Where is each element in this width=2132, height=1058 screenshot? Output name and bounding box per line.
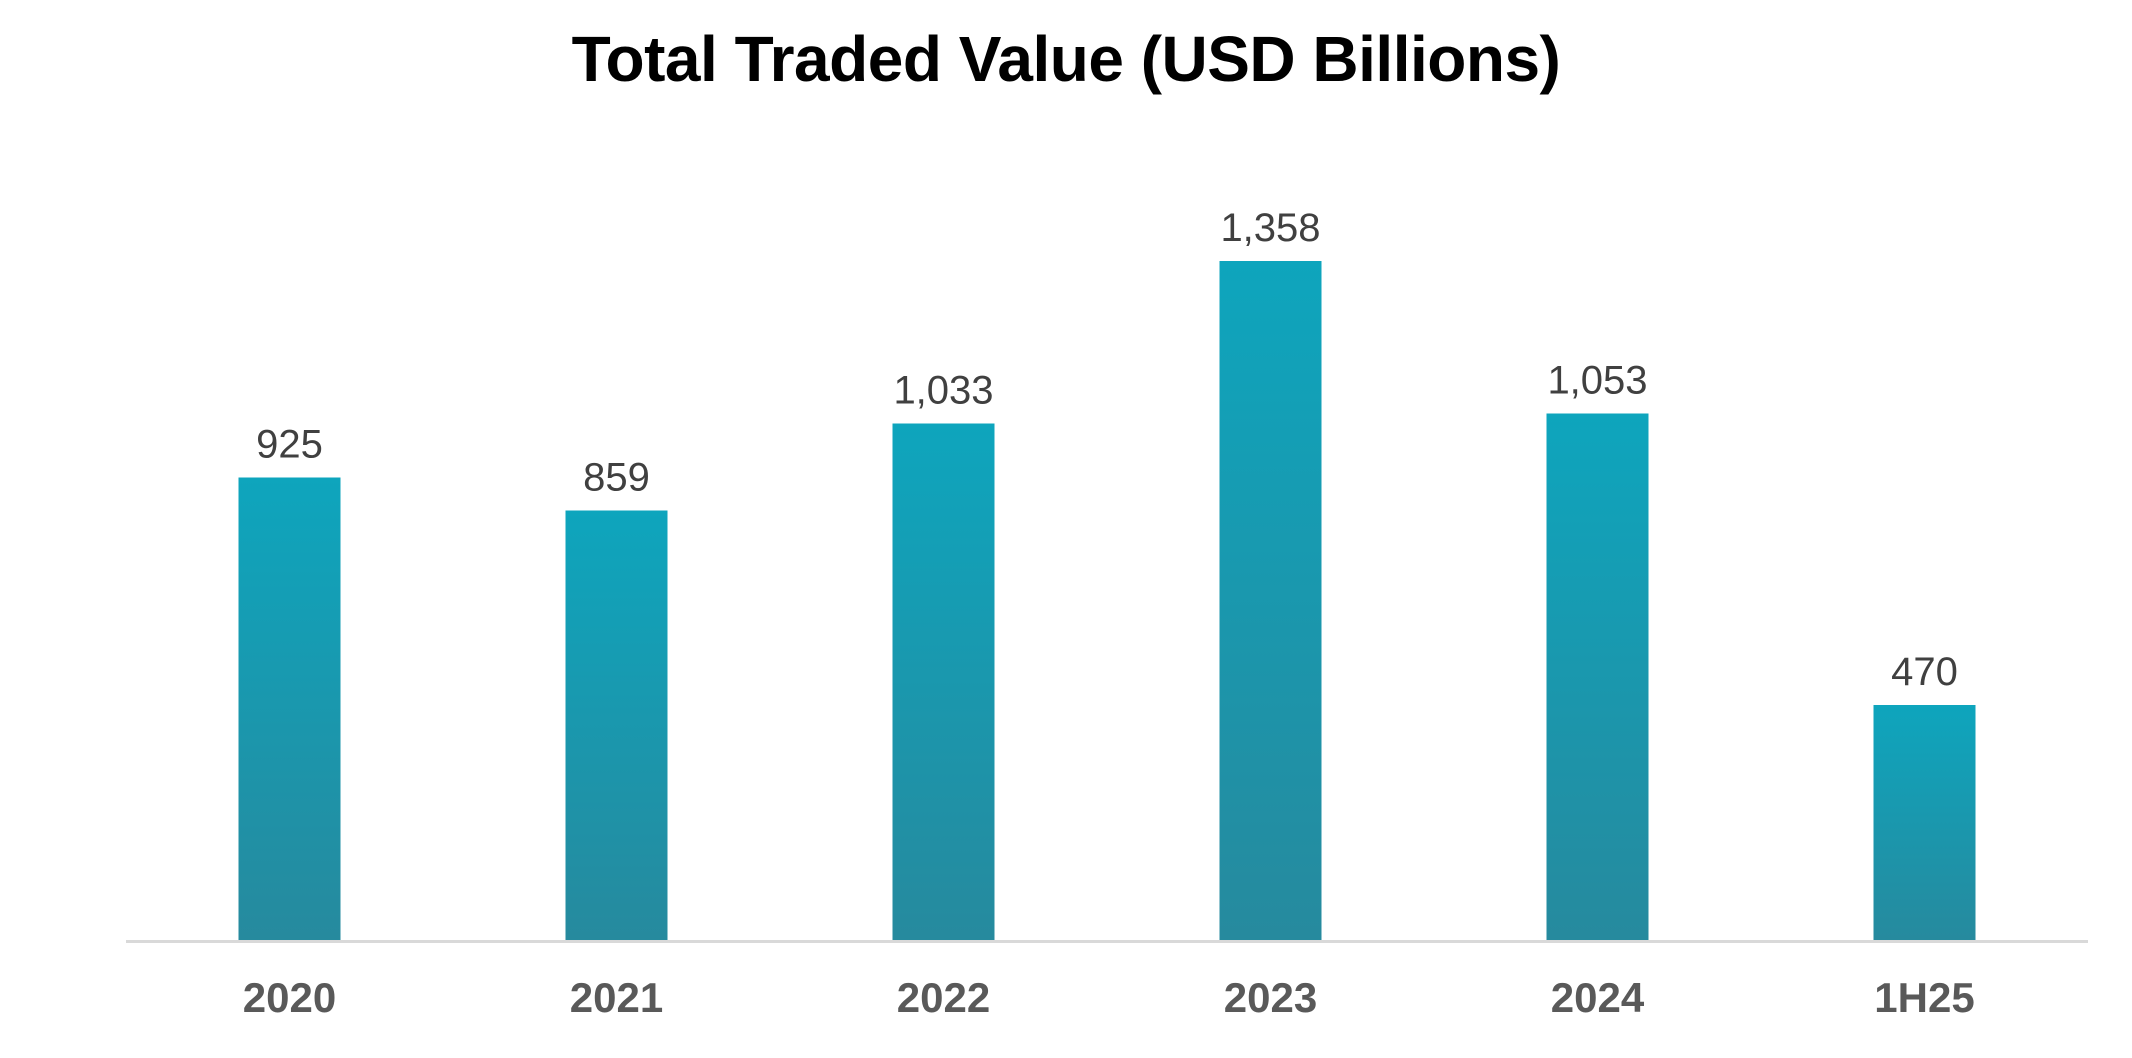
data-label-2021: 859 bbox=[583, 456, 650, 500]
data-label-2024: 1,053 bbox=[1547, 359, 1647, 403]
bar-2023 bbox=[1219, 261, 1322, 940]
x-tick-labels-layer: 2020 2021 2022 2023 2024 1H25 bbox=[243, 974, 1975, 1021]
bars-layer bbox=[238, 261, 1976, 940]
bar-2022 bbox=[892, 423, 995, 940]
bar-1H25 bbox=[1873, 705, 1976, 940]
x-tick-label-2021: 2021 bbox=[570, 974, 663, 1021]
bar-2021 bbox=[565, 510, 668, 940]
data-label-2022: 1,033 bbox=[893, 369, 993, 413]
data-label-1H25: 470 bbox=[1891, 650, 1958, 694]
x-tick-label-2023: 2023 bbox=[1224, 974, 1317, 1021]
bar-2020 bbox=[238, 477, 341, 940]
chart-title: Total Traded Value (USD Billions) bbox=[571, 23, 1561, 95]
x-tick-label-1H25: 1H25 bbox=[1874, 974, 1974, 1021]
data-label-2023: 1,358 bbox=[1220, 206, 1320, 250]
data-label-2020: 925 bbox=[256, 423, 323, 467]
x-tick-label-2024: 2024 bbox=[1551, 974, 1645, 1021]
x-tick-label-2020: 2020 bbox=[243, 974, 336, 1021]
data-labels-layer: 925 859 1,033 1,358 1,053 470 bbox=[256, 206, 1958, 694]
bar-2024 bbox=[1546, 413, 1649, 940]
x-tick-label-2022: 2022 bbox=[897, 974, 990, 1021]
